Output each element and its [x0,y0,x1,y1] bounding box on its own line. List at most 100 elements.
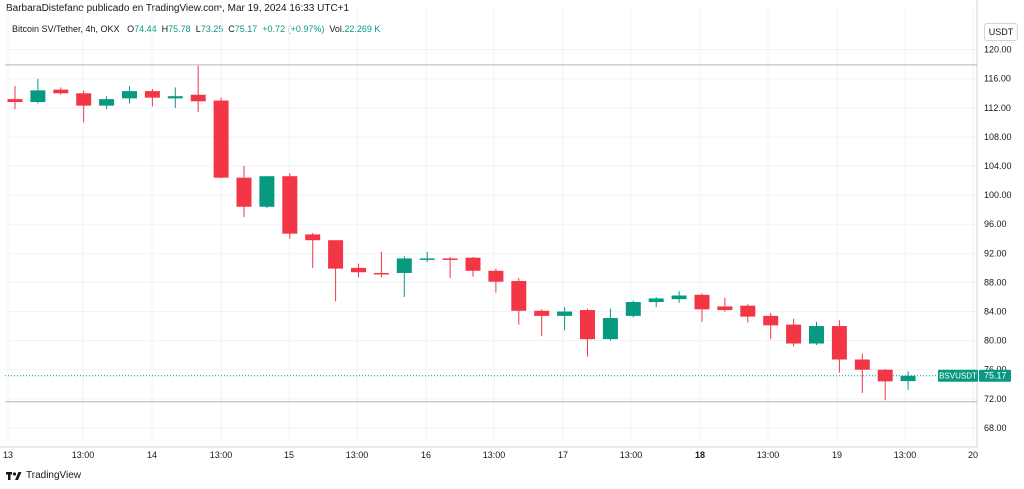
candle-body [53,89,69,94]
symbol-title[interactable]: Bitcoin SV/Tether, 4h, OKX [12,24,120,34]
candle[interactable] [580,308,595,357]
candle[interactable] [488,268,504,293]
open-value: 74.44 [134,24,157,34]
candle[interactable] [259,176,275,209]
x-tick-label: 14 [147,450,157,460]
candle[interactable] [740,304,756,323]
low-value: 73.25 [200,24,224,34]
candle[interactable] [809,321,824,345]
candle[interactable] [419,251,435,263]
volume-label: Vol. [329,24,345,34]
candle[interactable] [144,88,160,107]
candle[interactable] [557,307,573,331]
candle[interactable] [167,87,183,108]
candle-body [625,302,641,316]
y-tick-label: 68.00 [984,423,1007,433]
last-price-tag-bg [979,369,1011,382]
x-tick-label: 13 [3,450,13,460]
candle-body [7,99,23,103]
y-tick-label: 112.00 [984,103,1011,113]
candle-body [763,315,779,326]
candle-body [511,280,527,311]
candle-body [648,298,664,303]
tradingview-logo-icon [6,471,22,480]
candle[interactable] [465,256,481,277]
candle-body [99,99,115,106]
candle[interactable] [282,173,298,239]
candle-body [259,176,275,207]
candle[interactable] [854,353,870,393]
candle[interactable] [786,318,802,347]
x-tick-label: 19 [832,450,842,460]
x-tick-label: 13:00 [757,450,780,460]
candle[interactable] [328,240,344,302]
candle[interactable] [694,293,710,322]
candle-body [831,326,847,360]
candle[interactable] [122,86,137,104]
candle[interactable] [213,97,229,179]
candle[interactable] [717,297,733,312]
candle[interactable] [671,291,687,303]
x-tick-label: 13:00 [72,450,95,460]
x-tick-label: 16 [421,450,431,460]
y-tick-label: 80.00 [984,336,1007,346]
x-tick-label: 13:00 [620,450,643,460]
candle[interactable] [625,300,641,318]
candle[interactable] [511,278,527,325]
candle[interactable] [763,312,779,340]
y-tick-label: 120.00 [984,45,1012,55]
x-tick-label: 18 [695,450,705,460]
candle-body [190,94,206,102]
y-tick-label: 88.00 [984,277,1007,287]
candle[interactable] [190,65,206,113]
y-tick-label: 108.00 [984,132,1012,142]
x-tick-label: 17 [558,450,568,460]
candle-body [465,257,481,271]
candle[interactable] [305,232,321,268]
candle-body [236,177,252,207]
candle-body [419,258,435,260]
y-tick-label: 76.00 [984,365,1007,375]
candle[interactable] [534,309,550,337]
candle-body [534,310,550,316]
candle-body [877,369,893,382]
candle[interactable] [442,256,458,279]
candle[interactable] [351,263,366,278]
high-label: H [161,24,169,34]
candle[interactable] [236,166,252,217]
symbol-tag-bg [938,369,978,382]
candle-body [900,375,916,382]
candle-body [282,176,298,234]
candle[interactable] [99,96,115,110]
volume-value: 22.269 K [344,24,381,34]
candle-body [580,310,595,340]
candle[interactable] [53,87,69,95]
x-tick-label: 20 [968,450,978,460]
currency-selector-button[interactable]: USDT [984,23,1018,41]
candle[interactable] [877,368,893,401]
candle-body [602,318,618,340]
x-tick-label: 13:00 [210,450,233,460]
symbol-legend: Bitcoin SV/Tether, 4h, OKX O74.44 H75.78… [12,24,380,34]
candle[interactable] [30,78,46,104]
candle-body [167,96,183,99]
brand-label: TradingView [26,470,82,481]
candle[interactable] [7,86,23,110]
candle-body [144,91,160,98]
candle[interactable] [76,90,92,123]
candle[interactable] [602,308,618,341]
candle-body [854,359,870,370]
candle[interactable] [831,320,847,373]
y-tick-label: 72.00 [984,394,1007,404]
x-tick-label: 15 [284,450,294,460]
candle[interactable] [648,296,664,308]
tradingview-brand[interactable]: TradingView [6,470,81,481]
candle[interactable] [396,256,412,297]
candle-body [213,100,229,178]
y-tick-label: 84.00 [984,307,1007,317]
candle[interactable] [900,371,916,390]
candle-body [30,90,46,103]
change-value: +0.72 (+0.97%) [262,24,325,34]
candle[interactable] [373,251,389,278]
